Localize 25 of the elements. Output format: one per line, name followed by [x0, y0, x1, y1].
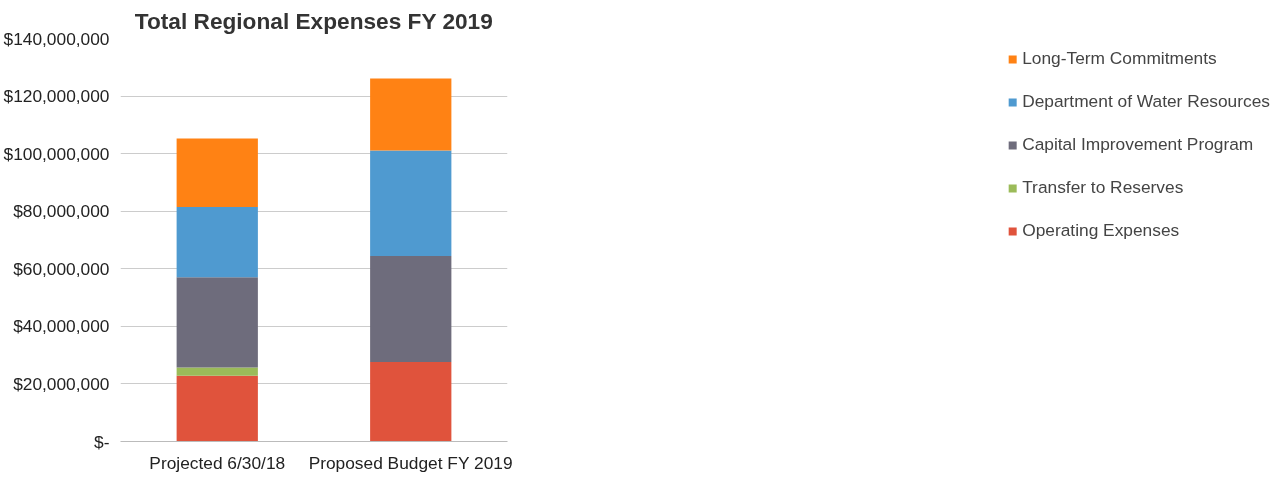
y-tick-label: $120,000,000: [3, 86, 110, 107]
y-tick-label: $80,000,000: [13, 201, 110, 222]
legend-label: Department of Water Resources: [1022, 91, 1270, 112]
chart-title: Total Regional Expenses FY 2019: [134, 7, 493, 34]
legend-label: Operating Expenses: [1022, 220, 1180, 241]
y-tick-label: $140,000,000: [3, 28, 110, 49]
x-tick-label: Projected 6/30/18: [149, 452, 286, 473]
bar: [176, 375, 258, 442]
legend-label: Capital Improvement Program: [1022, 134, 1254, 155]
y-tick-label: $60,000,000: [13, 258, 110, 279]
bar: [370, 362, 452, 442]
y-tick-label: $40,000,000: [13, 316, 110, 337]
y-tick-label: $-: [94, 431, 110, 452]
x-tick-label: Proposed Budget FY 2019: [308, 452, 513, 473]
bar: [176, 277, 258, 368]
bar: [176, 138, 258, 207]
bar: [370, 150, 452, 257]
legend-label: Transfer to Reserves: [1022, 177, 1184, 198]
bar: [176, 367, 258, 376]
y-tick-label: $100,000,000: [3, 143, 110, 164]
bar: [176, 206, 258, 278]
y-tick-label: $20,000,000: [13, 373, 110, 394]
bar: [370, 78, 452, 151]
bar: [370, 256, 452, 363]
legend-label: Long-Term Commitments: [1022, 48, 1217, 69]
